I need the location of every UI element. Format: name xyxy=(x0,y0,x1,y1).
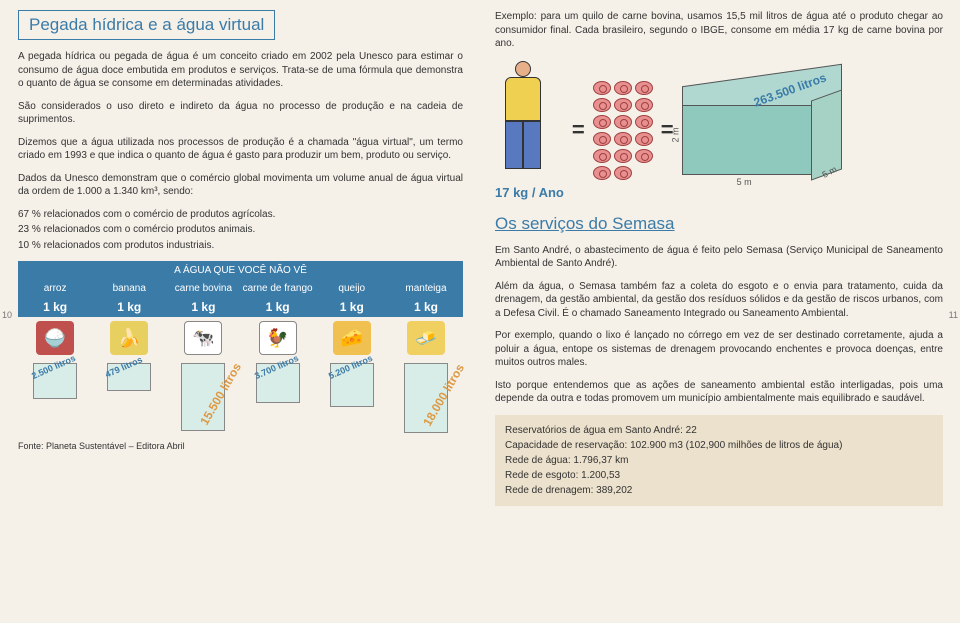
col-2: carne bovina xyxy=(166,280,240,297)
butter-icon: 🧈 xyxy=(407,321,445,355)
pool-dim-w: 5 m xyxy=(737,177,752,187)
left-p1: A pegada hídrica ou pegada de água é um … xyxy=(18,50,463,91)
meat-icon xyxy=(635,81,653,95)
cube-cell-2: 15.500 litros xyxy=(166,363,240,433)
right-s1: Em Santo André, o abastecimento de água … xyxy=(495,244,943,271)
kg-4: 1 kg xyxy=(315,297,389,317)
left-p3: Dizemos que a água utilizada nos process… xyxy=(18,136,463,163)
cube-cell-0: 2.500 litros xyxy=(18,363,92,433)
pool-dim-h: 2 m xyxy=(670,127,680,142)
page-number-left: 10 xyxy=(2,310,12,320)
meat-icon xyxy=(614,115,632,129)
left-title: Pegada hídrica e a água virtual xyxy=(29,15,264,34)
col-1: banana xyxy=(92,280,166,297)
table-header-row: arroz banana carne bovina carne de frang… xyxy=(18,280,463,297)
equals-1: = xyxy=(572,117,585,143)
left-p4: Dados da Unesco demonstram que o comérci… xyxy=(18,172,463,199)
cube-cell-4: 5.200 litros xyxy=(315,363,389,433)
meat-icon xyxy=(593,149,611,163)
col-0: arroz xyxy=(18,280,92,297)
meat-icon xyxy=(614,166,632,180)
left-b3: 10 % relacionados com produtos industria… xyxy=(18,239,463,253)
water-cube-0: 2.500 litros xyxy=(33,363,77,399)
water-cube-2: 15.500 litros xyxy=(181,363,225,431)
meat-icon xyxy=(614,98,632,112)
meat-icon xyxy=(593,166,611,180)
left-b2: 23 % relacionados com o comércio produto… xyxy=(18,223,463,237)
title-box-left: Pegada hídrica e a água virtual xyxy=(18,10,275,40)
col-5: manteiga xyxy=(389,280,463,297)
rice-icon: 🍚 xyxy=(36,321,74,355)
kg-1: 1 kg xyxy=(92,297,166,317)
meat-icon xyxy=(635,149,653,163)
man-icon xyxy=(495,61,550,181)
meat-icon xyxy=(593,115,611,129)
cheese-icon: 🧀 xyxy=(333,321,371,355)
box-1: Reservatórios de água em Santo André: 22 xyxy=(505,423,933,438)
right-column: Exemplo: para um quilo de carne bovina, … xyxy=(495,10,943,506)
meat-icon xyxy=(614,81,632,95)
meat-icon xyxy=(635,115,653,129)
kg-3: 1 kg xyxy=(241,297,315,317)
meat-icon xyxy=(593,81,611,95)
man-block: 17 kg / Ano xyxy=(495,61,564,200)
cube-cell-1: 479 litros xyxy=(92,363,166,433)
chicken-icon: 🐓 xyxy=(259,321,297,355)
right-s4: Isto porque entendemos que as ações de s… xyxy=(495,379,943,406)
cube-cell-3: 3.700 litros xyxy=(241,363,315,433)
table-kg-row: 1 kg 1 kg 1 kg 1 kg 1 kg 1 kg xyxy=(18,297,463,317)
left-p2: São considerados o uso direto e indireto… xyxy=(18,100,463,127)
water-cube-4: 5.200 litros xyxy=(330,363,374,407)
water-table: A ÁGUA QUE VOCÊ NÃO VÊ arroz banana carn… xyxy=(18,261,463,433)
water-cube-1: 479 litros xyxy=(107,363,151,391)
info-box: Reservatórios de água em Santo André: 22… xyxy=(495,415,943,506)
cube-label-5: 18.000 litros xyxy=(420,361,467,428)
meat-icon xyxy=(635,132,653,146)
right-s3: Por exemplo, quando o lixo é lançado no … xyxy=(495,329,943,370)
meat-icon xyxy=(614,149,632,163)
water-cube-5: 18.000 litros xyxy=(404,363,448,433)
right-s2: Além da água, o Semasa também faz a cole… xyxy=(495,280,943,321)
table-title: A ÁGUA QUE VOCÊ NÃO VÊ xyxy=(18,261,463,280)
water-cube-3: 3.700 litros xyxy=(256,363,300,403)
pool-icon: 263.500 litros 2 m 5 m 5 m xyxy=(682,75,842,185)
col-3: carne de frango xyxy=(241,280,315,297)
kg-5: 1 kg xyxy=(389,297,463,317)
meat-icon xyxy=(593,132,611,146)
kg-0: 1 kg xyxy=(18,297,92,317)
box-5: Rede de drenagem: 389,202 xyxy=(505,483,933,498)
cube-label-2: 15.500 litros xyxy=(198,360,245,427)
left-column: Pegada hídrica e a água virtual A pegada… xyxy=(18,10,463,451)
box-2: Capacidade de reservação: 102.900 m3 (10… xyxy=(505,438,933,453)
page-number-right: 11 xyxy=(949,310,958,320)
meat-grid xyxy=(593,81,653,180)
banana-icon: 🍌 xyxy=(110,321,148,355)
right-intro: Exemplo: para um quilo de carne bovina, … xyxy=(495,10,943,51)
right-title: Os serviços do Semasa xyxy=(495,214,675,234)
box-3: Rede de água: 1.796,37 km xyxy=(505,453,933,468)
left-b1: 67 % relacionados com o comércio de prod… xyxy=(18,208,463,222)
kg-per-year: 17 kg / Ano xyxy=(495,185,564,200)
box-4: Rede de esgoto: 1.200,53 xyxy=(505,468,933,483)
cow-icon: 🐄 xyxy=(184,321,222,355)
right-infographic: 17 kg / Ano = = 263.500 litros 2 m 5 m 5… xyxy=(495,61,943,200)
food-icon-row: 🍚 🍌 🐄 🐓 🧀 🧈 xyxy=(18,317,463,359)
meat-icon xyxy=(614,132,632,146)
kg-2: 1 kg xyxy=(166,297,240,317)
source-line: Fonte: Planeta Sustentável – Editora Abr… xyxy=(18,441,463,451)
col-4: queijo xyxy=(315,280,389,297)
meat-icon xyxy=(593,98,611,112)
meat-icon xyxy=(635,98,653,112)
cube-row: 2.500 litros 479 litros 15.500 litros 3.700… xyxy=(18,363,463,433)
cube-cell-5: 18.000 litros xyxy=(389,363,463,433)
